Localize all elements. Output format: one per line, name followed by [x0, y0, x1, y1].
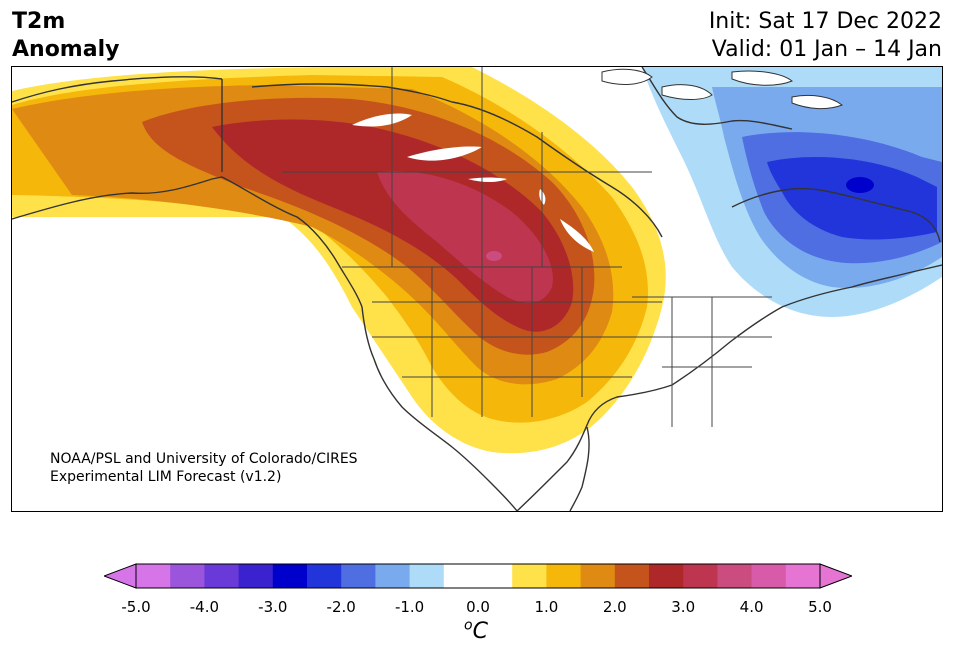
colorbar-unit: oC	[464, 618, 488, 645]
colorbar-swatch	[204, 564, 240, 588]
valid-range: Valid: 01 Jan – 14 Jan	[711, 37, 942, 62]
anomaly-band-6	[377, 171, 553, 303]
colorbar-extend-low	[102, 563, 137, 589]
map-panel: NOAA/PSL and University of Colorado/CIRE…	[11, 66, 943, 512]
political-borders	[282, 67, 772, 427]
colorbar-extend-high	[819, 563, 854, 589]
colorbar-swatch	[785, 564, 821, 588]
colorbar-tick-label: -5.0	[121, 598, 151, 616]
colorbar-swatch	[272, 564, 308, 588]
date-info: Init: Sat 17 Dec 2022 Valid: 01 Jan – 14…	[709, 8, 942, 64]
colorbar-swatch	[478, 564, 513, 588]
colorbar-tick-label: 5.0	[808, 598, 832, 616]
anomaly-peak	[486, 251, 502, 261]
cold-band-5	[846, 177, 874, 193]
credit-line-2: Experimental LIM Forecast (v1.2)	[50, 469, 282, 485]
colorbar-swatch	[683, 564, 718, 588]
lake	[560, 219, 594, 252]
colorbar-swatch	[409, 564, 445, 588]
colorbar-swatch	[546, 564, 582, 588]
colorbar-tick-label: -4.0	[189, 598, 220, 616]
colorbar-svg	[102, 563, 854, 589]
arctic-islands	[601, 68, 843, 110]
colorbar-tick-label: -2.0	[326, 598, 356, 616]
variable-label: T2m	[12, 9, 66, 34]
colorbar-swatch	[170, 564, 205, 588]
lake	[468, 177, 507, 182]
credit-text: NOAA/PSL and University of Colorado/CIRE…	[50, 450, 358, 486]
subvariable-label: Anomaly	[12, 37, 120, 62]
colorbar-swatch	[136, 564, 171, 588]
colorbar-swatch	[375, 564, 411, 588]
credit-line-1: NOAA/PSL and University of Colorado/CIRE…	[50, 451, 358, 467]
colorbar-tick-label: 0.0	[466, 598, 490, 616]
colorbar-swatch	[717, 564, 753, 588]
colorbar-tick-label: 2.0	[602, 598, 627, 616]
colorbar-swatch	[614, 564, 650, 588]
colorbar-swatch	[307, 564, 342, 588]
init-date: Init: Sat 17 Dec 2022	[708, 9, 942, 34]
colorbar-swatch	[649, 564, 684, 588]
colorbar-tick-label: 3.0	[671, 598, 696, 616]
colorbar-tick-label: -3.0	[258, 598, 288, 616]
colorbar-tick-label: -1.0	[394, 598, 425, 616]
colorbar-swatch	[751, 564, 787, 588]
colorbar-swatch	[238, 564, 274, 588]
anomaly-map	[12, 67, 942, 511]
map-title: T2m Anomaly	[12, 8, 119, 64]
lake	[407, 146, 482, 161]
colorbar-tick-label: 1.0	[534, 598, 559, 616]
colorbar-swatch	[443, 564, 479, 588]
cold-band-4	[767, 157, 937, 240]
colorbar-swatch	[341, 564, 376, 588]
colorbar-tick-label: 4.0	[739, 598, 764, 616]
colorbar	[102, 563, 854, 593]
lake	[352, 113, 412, 127]
colorbar-swatch	[580, 564, 616, 588]
colorbar-swatch	[512, 564, 547, 588]
colorbar-border	[135, 563, 821, 589]
